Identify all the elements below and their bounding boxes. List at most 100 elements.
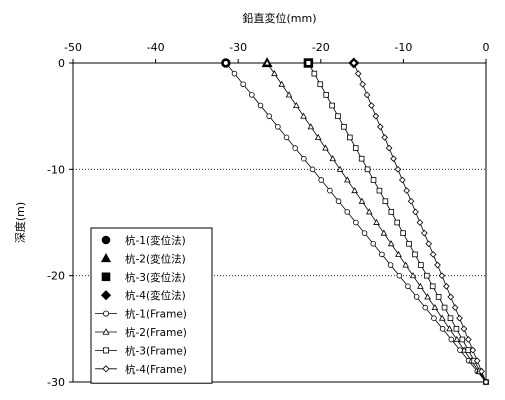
- y-tick-label: -10: [47, 163, 65, 176]
- data-point: [314, 133, 322, 140]
- data-point: [380, 229, 388, 236]
- legend-box: [90, 227, 213, 384]
- data-point: [407, 197, 415, 205]
- data-point: [438, 314, 446, 321]
- data-point: [390, 155, 397, 163]
- data-point: [406, 240, 412, 247]
- data-point: [292, 101, 300, 109]
- data-point: [424, 272, 430, 279]
- axes: [69, 59, 487, 383]
- x-tick-label: -20: [312, 41, 330, 54]
- data-point: [431, 315, 437, 322]
- data-point: [478, 368, 485, 375]
- legend-label: 杭-3(変位法): [125, 271, 186, 284]
- x-tick-label: -30: [229, 41, 247, 54]
- legend-marker: [100, 290, 112, 301]
- data-point: [453, 335, 461, 342]
- data-point: [387, 240, 395, 247]
- data-point: [352, 145, 359, 151]
- legend-marker: [103, 310, 110, 317]
- data-point: [413, 294, 420, 300]
- data-point: [394, 219, 401, 226]
- data-point: [417, 282, 424, 289]
- legend-label: 杭-3(Frame): [125, 344, 187, 357]
- legend-item: 杭-4(Frame): [95, 363, 187, 376]
- y-tick-label: 0: [58, 57, 65, 70]
- data-point: [351, 187, 358, 194]
- data-point: [402, 261, 410, 268]
- data-point: [385, 144, 393, 152]
- data-point: [318, 177, 325, 183]
- data-point: [329, 102, 335, 109]
- data-point: [429, 283, 436, 290]
- data-point: [301, 155, 307, 162]
- data-point: [266, 113, 272, 119]
- data-point: [409, 272, 417, 279]
- legend-item: 杭-4(変位法): [100, 289, 186, 302]
- data-point: [370, 177, 377, 183]
- legend-marker: [102, 328, 110, 335]
- y-tick-label: -20: [47, 270, 65, 283]
- data-point: [412, 251, 418, 258]
- x-tick-label: -50: [64, 41, 82, 54]
- legend-item: 杭-1(変位法): [101, 234, 186, 247]
- x-tick-label: -40: [147, 41, 165, 54]
- data-point: [370, 240, 377, 247]
- data-point: [429, 251, 437, 258]
- data-point: [412, 208, 419, 216]
- x-tick-label: 0: [483, 41, 490, 54]
- data-point: [372, 112, 380, 120]
- legend-marker: [100, 252, 112, 263]
- data-point: [469, 346, 477, 354]
- data-point: [305, 60, 312, 66]
- data-point: [482, 378, 490, 386]
- legend-label: 杭-2(変位法): [125, 252, 186, 265]
- data-point: [249, 92, 255, 98]
- legend-marker: [102, 365, 110, 373]
- data-point: [361, 230, 368, 236]
- x-tick-label: -10: [394, 41, 412, 54]
- series-5: [223, 60, 489, 385]
- data-point: [381, 134, 389, 141]
- legend-marker: [101, 235, 111, 245]
- data-point: [438, 272, 446, 279]
- data-point: [465, 336, 472, 343]
- data-point: [322, 144, 329, 151]
- data-point: [460, 325, 468, 333]
- data-point: [382, 198, 389, 205]
- data-point: [354, 70, 362, 77]
- data-point: [387, 262, 394, 268]
- data-point: [358, 155, 365, 162]
- legend-label: 杭-1(Frame): [125, 308, 187, 321]
- data-point: [300, 112, 307, 119]
- data-point: [460, 346, 468, 353]
- data-point: [358, 197, 366, 204]
- data-point: [336, 165, 344, 172]
- data-point: [292, 145, 298, 151]
- x-axis-title: 鉛直変位(mm): [242, 11, 316, 25]
- data-point: [435, 294, 442, 300]
- tick-labels: -50 -40 -30 -20 -10 0 0 -10 -20 -30: [47, 41, 489, 389]
- legend: 杭-1(変位法) 杭-2(変位法) 杭-3(変位法) 杭-4(変位法) 杭-1(Fram…: [90, 227, 213, 384]
- data-point: [223, 60, 229, 66]
- series-7: [305, 60, 489, 385]
- data-point: [263, 59, 271, 66]
- legend-label: 杭-4(Frame): [125, 363, 187, 376]
- data-point: [396, 272, 403, 279]
- data-point: [317, 81, 324, 88]
- legend-item: 杭-3(Frame): [95, 344, 187, 357]
- data-point: [285, 91, 293, 98]
- data-point: [283, 134, 290, 141]
- series-8: [350, 59, 490, 386]
- legend-item: 杭-1(Frame): [95, 308, 187, 321]
- legend-marker: [103, 347, 110, 354]
- data-point: [363, 91, 371, 99]
- data-point: [350, 59, 358, 67]
- legend-item: 杭-2(Frame): [95, 326, 187, 339]
- data-point: [341, 124, 347, 130]
- legend-label: 杭-1(変位法): [125, 234, 186, 247]
- data-point: [403, 187, 411, 194]
- data-point: [257, 102, 264, 109]
- data-point: [240, 81, 246, 88]
